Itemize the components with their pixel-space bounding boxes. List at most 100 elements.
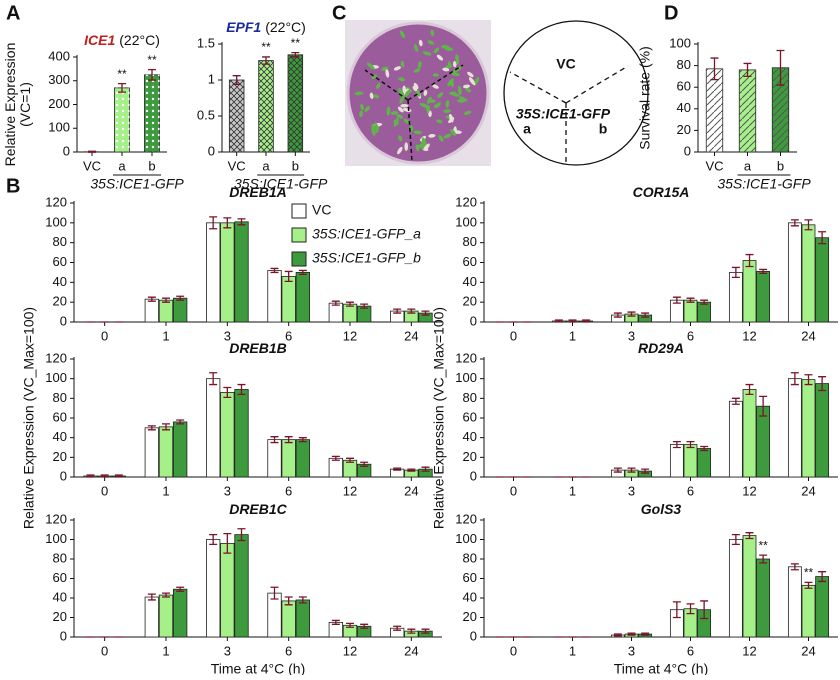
y-tick-label: 0 <box>60 628 67 643</box>
y-tick-label: 100 <box>455 370 477 385</box>
bar <box>296 600 309 637</box>
x-tick-label: 1 <box>162 483 169 498</box>
x-tick-label: a <box>262 158 270 173</box>
y-tick-label: 0 <box>684 143 691 158</box>
x-tick-label: 1 <box>569 483 576 498</box>
y-tick-label: 120 <box>455 511 477 526</box>
bar-hatch <box>739 70 756 152</box>
bar <box>802 585 815 637</box>
y-tick-label: 20 <box>463 449 477 464</box>
region-label: a <box>523 121 531 137</box>
plate-diagram: VC 35S:ICE1-GFP a b <box>504 21 648 165</box>
significance: ** <box>758 538 768 552</box>
x-tick-label: 12 <box>742 328 756 343</box>
y-tick-label: 40 <box>463 429 477 444</box>
x-tick-label: 3 <box>628 643 635 658</box>
bar <box>206 223 219 322</box>
y-tick-label: 120 <box>45 511 67 526</box>
x-tick-label: 6 <box>285 643 292 658</box>
y-tick-label: 0 <box>60 313 67 328</box>
y-axis-label: (VC=1) <box>17 82 33 127</box>
y-tick-label: 80 <box>677 57 691 72</box>
bar <box>159 595 172 637</box>
y-tick-label: 20 <box>677 122 691 137</box>
bar <box>221 392 234 477</box>
bar <box>268 270 281 322</box>
y-tick-label: 0 <box>470 313 477 328</box>
title-gene: DREB1C <box>229 501 287 517</box>
title-gene: GolS3 <box>641 501 682 517</box>
y-tick-label: 100 <box>669 35 691 50</box>
x-tick-label: 24 <box>404 328 418 343</box>
y-tick-label: 20 <box>463 609 477 624</box>
x-tick-label: 0 <box>101 483 108 498</box>
bar-hatch <box>259 61 274 152</box>
chart-title: EPF1(22°C) <box>226 19 306 35</box>
significance: ** <box>291 36 301 50</box>
x-tick-label: VC <box>228 158 246 173</box>
bar <box>802 225 815 322</box>
x-tick-label: b <box>777 158 784 173</box>
y-axis-label: Survival rate (%) <box>637 46 653 149</box>
bar <box>670 445 683 477</box>
bar <box>145 597 158 637</box>
bar <box>329 303 342 322</box>
y-tick-label: 20 <box>463 294 477 309</box>
y-tick-label: 0 <box>470 628 477 643</box>
bar <box>282 601 295 637</box>
title-gene: EPF1 <box>226 19 261 35</box>
bar <box>329 458 342 477</box>
y-tick-label: 0 <box>60 468 67 483</box>
chart-title: DREB1C <box>229 501 287 517</box>
y-tick-label: 120 <box>45 350 67 365</box>
bar-hatch <box>229 80 244 152</box>
bar <box>743 389 756 477</box>
panel-label: A <box>6 2 20 24</box>
bar <box>221 543 234 637</box>
title-gene: COR15A <box>633 184 690 200</box>
y-tick-label: 60 <box>53 409 67 424</box>
title-gene: ICE1 <box>84 32 115 48</box>
bar-hatch <box>706 69 723 152</box>
y-tick-label: 120 <box>455 350 477 365</box>
x-tick-label: 0 <box>510 328 517 343</box>
bar <box>788 379 801 477</box>
y-tick-label: 120 <box>45 194 67 209</box>
y-tick-label: 80 <box>463 390 477 405</box>
bar <box>145 299 158 322</box>
x-tick-label: 0 <box>101 328 108 343</box>
bar <box>698 302 711 322</box>
y-tick-label: 0 <box>63 143 70 158</box>
title-gene: DREB1B <box>229 340 287 356</box>
y-tick-label: 60 <box>677 79 691 94</box>
x-tick-label: b <box>292 158 299 173</box>
y-tick-label: 100 <box>455 214 477 229</box>
y-tick-label: 40 <box>53 589 67 604</box>
x-tick-label: 3 <box>628 483 635 498</box>
y-tick-label: 20 <box>53 449 67 464</box>
bar <box>206 379 219 477</box>
y-axis-label: Relative Expression <box>2 43 18 167</box>
region-label: 35S:ICE1-GFP <box>516 106 611 122</box>
legend-label: VC <box>312 202 331 218</box>
y-tick-label: 80 <box>53 390 67 405</box>
y-tick-label: 100 <box>455 531 477 546</box>
group-label: 35S:ICE1-GFP <box>90 176 184 192</box>
significance: ** <box>117 67 127 81</box>
x-tick-label: 6 <box>687 328 694 343</box>
bar <box>206 540 219 638</box>
x-tick-label: 0 <box>101 643 108 658</box>
bar <box>235 222 248 322</box>
bar <box>235 535 248 637</box>
y-tick-label: 100 <box>45 214 67 229</box>
y-tick-label: 1.5 <box>197 35 215 50</box>
bar <box>684 445 697 477</box>
bar-hatch <box>115 88 130 152</box>
x-tick-label: 12 <box>742 483 756 498</box>
y-tick-label: 80 <box>53 550 67 565</box>
y-tick-label: 60 <box>53 570 67 585</box>
y-tick-label: 20 <box>53 609 67 624</box>
x-tick-label: VC <box>83 158 101 173</box>
bar <box>343 304 356 322</box>
